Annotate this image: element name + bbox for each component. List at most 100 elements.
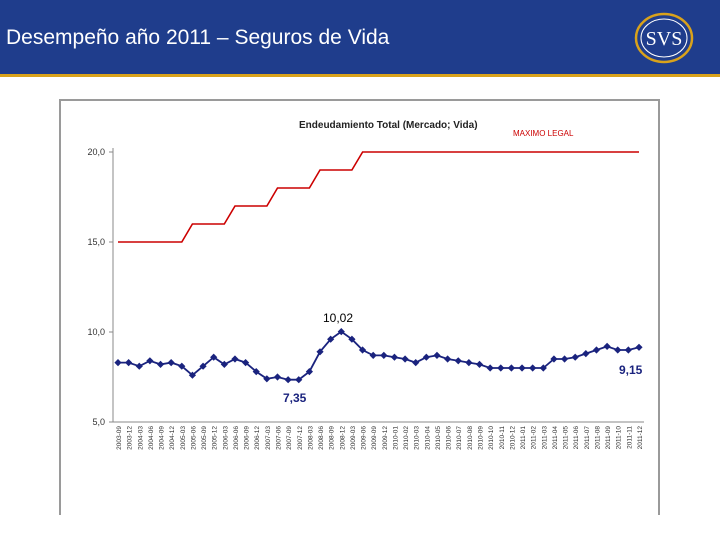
data-point [273, 373, 282, 381]
x-tick-label: 2008-06 [318, 426, 325, 450]
x-tick-label: 2003-09 [116, 426, 123, 450]
x-tick-label: 2010-10 [488, 426, 495, 450]
data-point [348, 335, 356, 343]
x-tick-label: 2005-12 [212, 426, 219, 450]
chart-frame: Endeudamiento Total (Mercado; Vida) MAXI… [59, 99, 660, 515]
x-tick-label: 2011-12 [637, 426, 644, 450]
x-tick-label: 2008-12 [339, 426, 346, 450]
x-tick-label: 2010-04 [424, 426, 431, 450]
x-tick-label: 2005-06 [190, 426, 197, 450]
data-point [125, 359, 133, 367]
data-point [380, 351, 388, 359]
data-point [167, 359, 175, 367]
x-tick-label: 2004-09 [159, 426, 166, 450]
x-tick-label: 2011-02 [531, 426, 538, 450]
x-tick-label: 2005-03 [180, 426, 187, 450]
x-tick-label: 2010-03 [414, 426, 421, 450]
data-point [178, 362, 186, 370]
data-point [475, 360, 484, 368]
x-tick-label: 2011-03 [541, 426, 548, 450]
svs-logo-icon: SVS [634, 12, 694, 64]
x-tick-label: 2011-09 [605, 426, 612, 450]
data-point [146, 357, 154, 365]
data-point [358, 346, 367, 354]
data-point [539, 364, 547, 372]
line-chart: Endeudamiento Total (Mercado; Vida) MAXI… [87, 120, 644, 450]
data-point [231, 355, 239, 363]
data-point [114, 359, 122, 367]
data-point [624, 346, 632, 354]
data-point [507, 364, 516, 372]
x-tick-label: 2003-12 [127, 426, 134, 450]
data-point [241, 359, 250, 367]
data-point [486, 364, 494, 372]
data-point [592, 346, 601, 354]
x-tick-label: 2009-09 [371, 426, 378, 450]
y-tick-label: 15,0 [87, 237, 105, 247]
x-tick-label: 2011-08 [594, 426, 601, 450]
x-tick-label: 2006-03 [222, 426, 229, 450]
data-point [582, 350, 590, 358]
data-point [401, 355, 409, 363]
x-tick-label: 2007-12 [297, 426, 304, 450]
x-tick-label: 2010-05 [435, 426, 442, 450]
y-tick-label: 10,0 [87, 327, 105, 337]
x-tick-label: 2010-08 [467, 426, 474, 450]
data-point [390, 353, 399, 361]
x-tick-label: 2004-06 [148, 426, 155, 450]
x-tick-label: 2010-11 [499, 426, 506, 450]
x-tick-label: 2010-07 [456, 426, 463, 450]
x-tick-label: 2010-12 [509, 426, 516, 450]
x-tick-label: 2006-06 [233, 426, 240, 450]
data-point [135, 362, 143, 370]
page-title: Desempeño año 2011 – Seguros de Vida [6, 26, 390, 49]
x-tick-label: 2007-06 [275, 426, 282, 450]
data-point [412, 359, 420, 367]
x-tick-label: 2004-12 [169, 426, 176, 450]
data-point [156, 360, 165, 368]
x-tick-label: 2007-03 [265, 426, 272, 450]
x-tick-label: 2011-01 [520, 426, 527, 450]
data-point [560, 355, 569, 363]
x-tick-label: 2011-11 [626, 426, 633, 449]
x-tick-label: 2006-12 [254, 426, 261, 450]
data-point [497, 364, 505, 372]
x-tick-label: 2011-04 [552, 426, 559, 450]
series-line-maximo-legal [118, 151, 639, 243]
x-tick-label: 2006-09 [244, 426, 251, 450]
x-tick-label: 2009-03 [350, 426, 357, 450]
x-tick-label: 2010-06 [446, 426, 453, 450]
y-tick-label: 20,0 [87, 147, 105, 157]
x-tick-label: 2004-03 [137, 426, 144, 450]
data-point [369, 351, 377, 359]
data-point [188, 371, 197, 379]
x-tick-label: 2011-05 [563, 426, 570, 450]
x-tick-label: 2008-09 [329, 426, 336, 450]
x-tick-label: 2010-01 [392, 426, 399, 450]
y-tick-label: 5,0 [92, 417, 105, 427]
data-point [220, 360, 228, 368]
data-point [199, 362, 207, 370]
legend-max-legal: MAXIMO LEGAL [513, 129, 574, 138]
data-point [465, 359, 473, 367]
x-tick-label: 2008-03 [307, 426, 314, 450]
data-point [422, 353, 430, 361]
data-point [433, 351, 441, 359]
data-point [252, 368, 260, 376]
data-point [518, 364, 526, 372]
data-point [635, 343, 643, 351]
x-tick-label: 2011-10 [616, 426, 623, 450]
series-line-endeudamiento [118, 330, 640, 381]
last-value-label: 9,15 [619, 363, 643, 377]
header-bar: Desempeño año 2011 – Seguros de Vida SVS [0, 0, 720, 77]
data-point [327, 335, 335, 343]
data-point [529, 364, 537, 372]
data-point [614, 346, 622, 354]
data-point [305, 368, 313, 376]
x-tick-label: 2011-06 [573, 426, 580, 450]
data-point [210, 353, 218, 361]
chart-title: Endeudamiento Total (Mercado; Vida) [299, 120, 478, 131]
data-point [571, 353, 579, 361]
x-tick-label: 2011-07 [584, 426, 591, 450]
x-tick-label: 2010-09 [478, 426, 485, 450]
